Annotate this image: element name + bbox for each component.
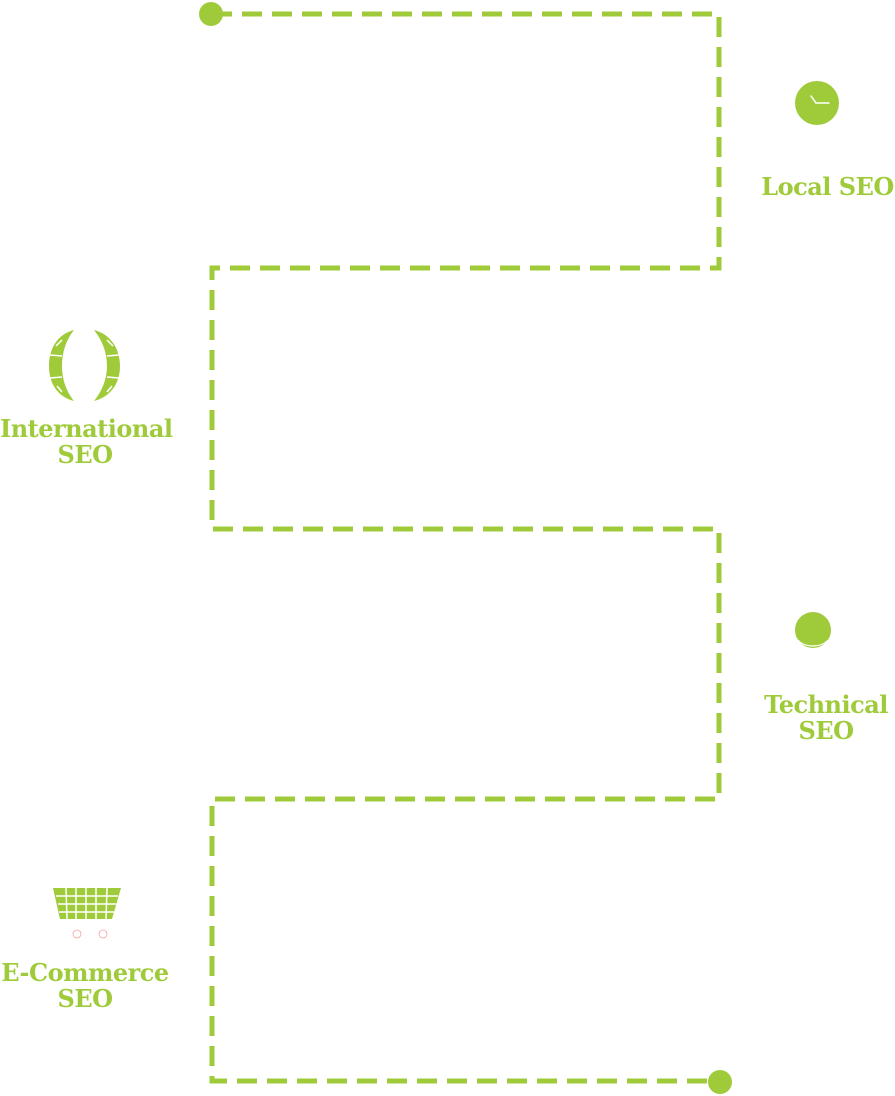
service-label-local-seo: Local SEO (760, 174, 895, 200)
label-line: SEO (57, 440, 113, 469)
label-line: E-Commerce (1, 958, 169, 987)
path-start-dot (199, 2, 223, 26)
label-line: Local SEO (761, 172, 894, 201)
label-line: SEO (798, 716, 854, 745)
label-line: SEO (57, 984, 113, 1013)
shopping-cart-icon (53, 887, 121, 939)
path-end-dot (708, 1070, 732, 1094)
roadmap-path (209, 11, 722, 1084)
clock-icon (795, 81, 839, 125)
service-label-international-seo: International SEO (0, 414, 173, 469)
gear-icon (795, 612, 831, 648)
service-label-technical-seo: Technical SEO (758, 692, 894, 744)
label-line: International (0, 414, 173, 443)
label-line: Technical (764, 690, 888, 719)
globe-icon (49, 330, 120, 401)
service-label-ecommerce-seo: E-Commerce SEO (0, 960, 170, 1012)
